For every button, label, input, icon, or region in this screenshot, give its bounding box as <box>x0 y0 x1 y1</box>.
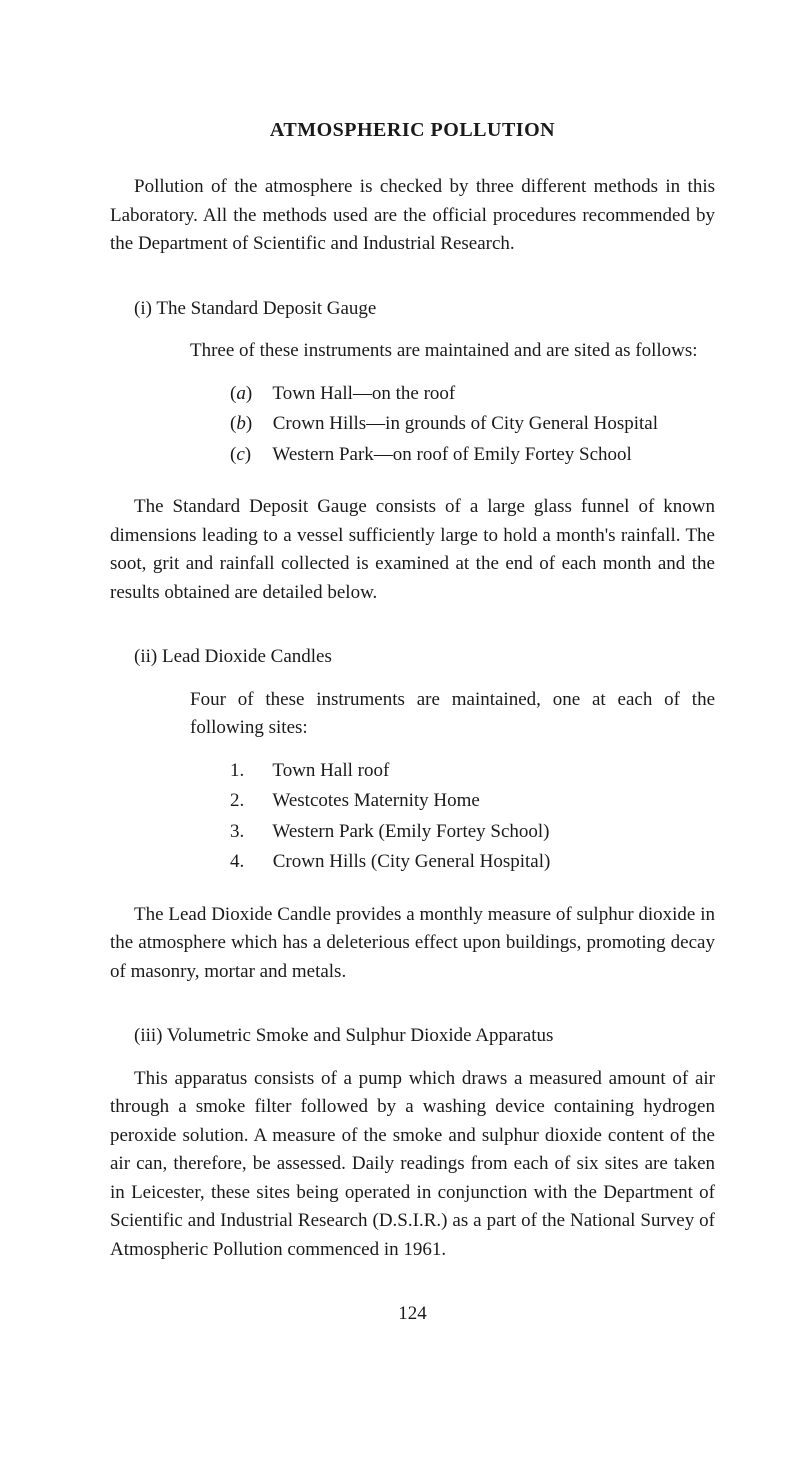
list-item-text: Crown Hills—in grounds of City General H… <box>273 413 658 434</box>
list-marker-letter: a <box>236 383 246 404</box>
list-item-text: Crown Hills (City General Hospital) <box>273 851 551 872</box>
list-marker: (b) <box>230 410 268 439</box>
list-marker: (c) <box>230 441 268 470</box>
section-ii-sub-intro: Four of these instruments are maintained… <box>190 686 715 743</box>
list-marker: (a) <box>230 380 268 409</box>
list-item: 4. Crown Hills (City General Hospital) <box>230 848 715 877</box>
section-ii-list: 1. Town Hall roof 2. Westcotes Maternity… <box>230 757 715 877</box>
list-item-text: Westcotes Maternity Home <box>272 790 479 811</box>
list-item: 1. Town Hall roof <box>230 757 715 786</box>
section-iii-body: This apparatus consists of a pump which … <box>110 1065 715 1265</box>
list-number: 3. <box>230 818 268 847</box>
section-ii-body: The Lead Dioxide Candle provides a month… <box>110 901 715 987</box>
list-marker-letter: c <box>236 444 244 465</box>
list-item: 2. Westcotes Maternity Home <box>230 787 715 816</box>
section-i-body: The Standard Deposit Gauge consists of a… <box>110 493 715 607</box>
list-item: 3. Western Park (Emily Fortey School) <box>230 818 715 847</box>
intro-paragraph: Pollution of the atmosphere is checked b… <box>110 173 715 259</box>
list-item: (c) Western Park—on roof of Emily Fortey… <box>230 441 715 470</box>
section-i-heading: (i) The Standard Deposit Gauge <box>110 295 715 324</box>
list-number: 2. <box>230 787 268 816</box>
page-title: ATMOSPHERIC POLLUTION <box>110 115 715 145</box>
section-i-list: (a) Town Hall—on the roof (b) Crown Hill… <box>230 380 715 470</box>
list-number: 1. <box>230 757 268 786</box>
list-item-text: Western Park—on roof of Emily Fortey Sch… <box>272 444 631 465</box>
list-item-text: Western Park (Emily Fortey School) <box>272 821 549 842</box>
section-i-sub-intro: Three of these instruments are maintaine… <box>190 337 715 366</box>
page-number: 124 <box>110 1300 715 1329</box>
list-item: (a) Town Hall—on the roof <box>230 380 715 409</box>
list-marker-letter: b <box>236 413 246 434</box>
list-item-text: Town Hall roof <box>272 760 389 781</box>
list-item-text: Town Hall—on the roof <box>272 383 455 404</box>
section-ii-heading: (ii) Lead Dioxide Candles <box>110 643 715 672</box>
list-item: (b) Crown Hills—in grounds of City Gener… <box>230 410 715 439</box>
section-iii-heading: (iii) Volumetric Smoke and Sulphur Dioxi… <box>110 1022 715 1051</box>
list-number: 4. <box>230 848 268 877</box>
